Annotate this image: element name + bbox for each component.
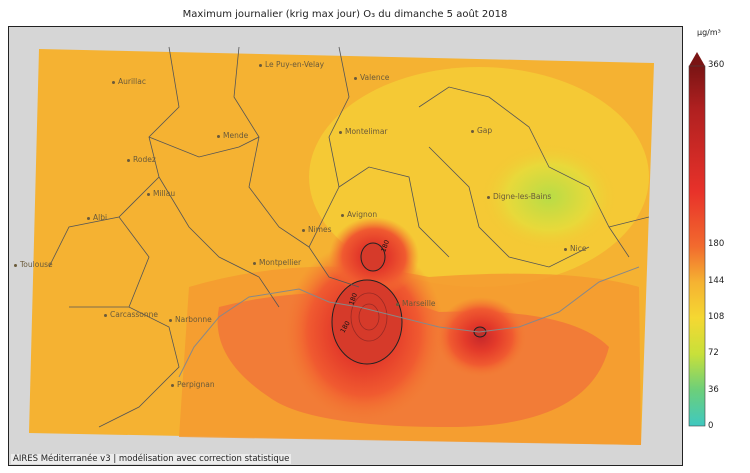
isoline-180-marseille [331, 279, 403, 365]
coastline [178, 266, 640, 378]
colorbar-tick: 72 [708, 348, 719, 358]
city-label: Perpignan [171, 380, 215, 389]
city-label: Avignon [341, 210, 377, 219]
city-label: Millau [147, 189, 175, 198]
city-label: Montelimar [339, 127, 388, 136]
colorbar-gradient [688, 65, 706, 427]
colorbar-tick: 108 [708, 312, 725, 322]
ozone-map: Aurillac Le Puy-en-Velay Valence Mende M… [8, 26, 683, 466]
city-label: Rodez [127, 155, 156, 164]
city-label: Albi [87, 213, 107, 222]
colorbar-tick: 180 [708, 239, 725, 249]
colorbar-tick: 36 [708, 385, 719, 395]
city-label: Marseille [396, 299, 436, 308]
city-label: Digne-les-Bains [487, 192, 551, 201]
colorbar-unit: µg/m³ [697, 28, 721, 37]
map-title: Maximum journalier (krig max jour) O₃ du… [182, 9, 508, 20]
admin-boundaries [48, 46, 650, 428]
colorbar-tick: 360 [708, 60, 725, 70]
isoline-180-avignon [360, 242, 386, 272]
colorbar-tick: 144 [708, 276, 725, 286]
map-canvas [9, 27, 682, 465]
city-label: Montpellier [253, 258, 301, 267]
city-label: Narbonne [169, 315, 212, 324]
city-label: Aurillac [112, 77, 146, 86]
city-label: Nimes [302, 225, 332, 234]
city-label: Toulouse [14, 260, 53, 269]
city-label: Mende [217, 131, 248, 140]
city-label: Nice [564, 244, 586, 253]
map-footer: AIRES Méditerranée v3 | modélisation ave… [11, 454, 292, 464]
colorbar-tick: 0 [708, 421, 714, 431]
city-label: Valence [354, 73, 389, 82]
city-label: Le Puy-en-Velay [259, 60, 324, 69]
colorbar [688, 52, 706, 427]
city-label: Carcassonne [104, 310, 158, 319]
colorbar-arrow [689, 52, 705, 66]
green-zone [479, 142, 619, 252]
city-label: Gap [471, 126, 492, 135]
